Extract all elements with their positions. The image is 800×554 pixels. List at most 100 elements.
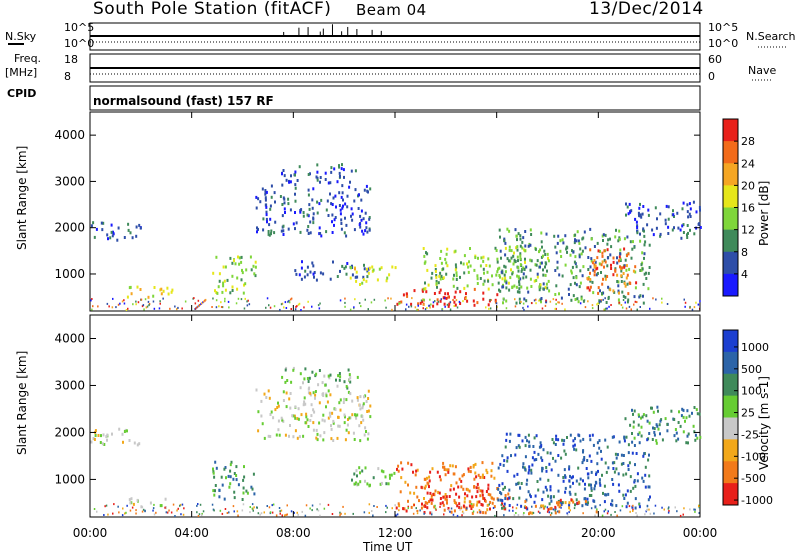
scatter-cell: [455, 492, 458, 496]
scatter-cell: [677, 226, 680, 230]
scatter-cell: [607, 492, 610, 496]
ground-scatter-cell: [405, 303, 408, 306]
scatter-cell: [607, 297, 610, 300]
scatter-cell: [545, 232, 548, 236]
scatter-cell: [602, 491, 604, 495]
scatter-cell: [571, 249, 573, 253]
scatter-cell: [580, 297, 583, 301]
ground-scatter-cell: [221, 512, 224, 515]
scatter-cell: [472, 464, 475, 467]
ground-scatter-cell: [148, 303, 151, 305]
scatter-cell: [418, 499, 420, 503]
scatter-cell: [525, 299, 528, 303]
scatter-cell: [361, 229, 364, 233]
scatter-cell: [468, 260, 470, 264]
scatter-cell: [265, 203, 268, 207]
scatter-cell: [342, 168, 345, 172]
scatter-cell: [350, 169, 353, 173]
scatter-cell: [604, 438, 607, 442]
scatter-cell: [595, 510, 598, 514]
scatter-cell: [379, 482, 382, 486]
scatter-cell: [473, 485, 476, 488]
scatter-cell: [487, 279, 490, 283]
ground-scatter-cell: [621, 306, 624, 309]
ground-scatter-cell: [508, 509, 511, 512]
scatter-cell: [618, 255, 621, 259]
scatter-cell: [588, 454, 591, 458]
scatter-cell: [274, 200, 276, 204]
scatter-cell: [330, 424, 332, 428]
scatter-cell: [444, 257, 447, 261]
ground-scatter-cell: [645, 510, 647, 513]
scatter-cell: [402, 293, 405, 297]
scatter-cell: [607, 238, 610, 242]
ground-scatter-cell: [394, 504, 396, 507]
scatter-cell: [355, 469, 358, 473]
scatter-cell: [455, 266, 458, 270]
scatter-cell: [307, 188, 310, 192]
ground-scatter-cell: [293, 511, 295, 514]
scatter-cell: [626, 254, 628, 258]
scatter-cell: [566, 436, 568, 439]
scatter-cell: [689, 207, 692, 211]
scatter-cell: [447, 292, 449, 296]
ground-scatter-cell: [224, 508, 227, 510]
ground-scatter-cell: [135, 509, 137, 512]
scatter-cell: [323, 419, 326, 423]
scatter-cell: [680, 236, 683, 240]
scatter-cell: [619, 248, 622, 252]
scatter-cell: [469, 247, 471, 250]
scatter-cell: [336, 275, 339, 278]
ground-scatter-cell: [198, 513, 201, 516]
scatter-cell: [616, 261, 619, 265]
ground-scatter-cell: [556, 510, 559, 513]
scatter-cell: [598, 439, 601, 443]
ground-scatter-cell: [183, 507, 185, 510]
scatter-cell: [363, 267, 366, 271]
scatter-cell: [544, 485, 547, 489]
ground-scatter-cell: [633, 303, 635, 306]
ground-scatter-cell: [668, 509, 670, 512]
scatter-cell: [226, 278, 229, 282]
scatter-cell: [445, 261, 448, 265]
scatter-cell: [252, 472, 255, 476]
scatter-cell: [129, 231, 132, 235]
scatter-cell: [562, 442, 565, 446]
scatter-cell: [353, 228, 356, 232]
scatter-cell: [481, 493, 484, 497]
scatter-cell: [646, 223, 649, 227]
ground-scatter-cell: [424, 308, 427, 311]
scatter-cell: [218, 279, 221, 283]
scatter-cell: [589, 285, 592, 289]
scatter-cell: [673, 434, 676, 438]
scatter-cell: [514, 228, 517, 232]
scatter-cell: [290, 380, 293, 384]
scatter-cell: [341, 191, 344, 195]
colorbar-tick-label: 25: [741, 407, 755, 420]
scatter-cell: [580, 295, 583, 299]
scatter-cell: [331, 213, 334, 217]
scatter-cell: [681, 207, 684, 211]
scatter-cell: [524, 500, 527, 504]
scatter-cell: [440, 274, 443, 278]
ground-scatter-cell: [668, 506, 670, 509]
scatter-cell: [325, 392, 328, 396]
scatter-cell: [245, 489, 248, 493]
scatter-cell: [254, 260, 257, 264]
ground-scatter-cell: [489, 298, 491, 301]
scatter-cell: [446, 247, 449, 251]
ground-scatter-cell: [152, 507, 155, 510]
scatter-cell: [521, 267, 524, 271]
scatter-cell: [311, 198, 314, 202]
scatter-cell: [428, 475, 431, 479]
scatter-cell: [616, 453, 619, 457]
scatter-cell: [324, 171, 327, 175]
scatter-cell: [579, 269, 582, 273]
ground-scatter-cell: [237, 514, 239, 517]
scatter-cell: [424, 281, 426, 285]
scatter-cell: [535, 458, 538, 461]
ground-scatter-cell: [363, 511, 366, 514]
scatter-cell: [542, 504, 545, 508]
scatter-cell: [677, 421, 680, 424]
ground-scatter-cell: [112, 512, 114, 515]
